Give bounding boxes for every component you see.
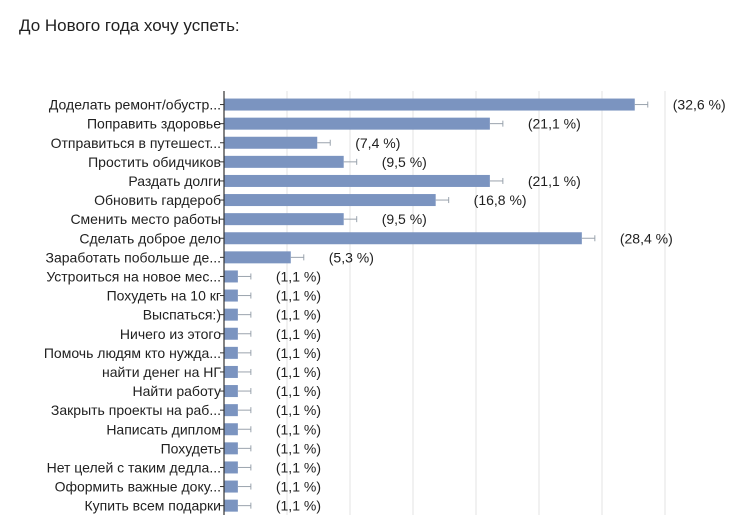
category-label: Отправиться в путешест... <box>51 135 221 151</box>
category-label: Доделать ремонт/обустр... <box>49 97 221 113</box>
category-label: Обновить гардероб <box>94 192 221 208</box>
value-label: (1,1 %) <box>276 402 321 418</box>
category-label: Оформить важные доку... <box>55 479 221 495</box>
bar <box>224 155 344 168</box>
value-label: (1,1 %) <box>276 421 321 437</box>
bar <box>224 308 238 321</box>
value-label: (1,1 %) <box>276 288 321 304</box>
chart-title: До Нового года хочу успеть: <box>19 16 240 35</box>
category-label: Раздать долги <box>128 173 221 189</box>
value-label: (28,4 %) <box>620 230 673 246</box>
value-label: (9,5 %) <box>382 154 427 170</box>
value-label: (1,1 %) <box>276 383 321 399</box>
bar <box>224 251 291 264</box>
category-label: Выспаться:) <box>143 307 221 323</box>
category-label: Нет целей с таким дедла... <box>47 459 221 475</box>
bar <box>224 270 238 283</box>
category-label: Написать диплом <box>106 421 221 437</box>
value-label: (1,1 %) <box>276 479 321 495</box>
bar <box>224 117 490 130</box>
value-label: (1,1 %) <box>276 440 321 456</box>
value-label: (1,1 %) <box>276 498 321 514</box>
category-label: Помочь людям кто нужда... <box>44 345 221 361</box>
value-label: (1,1 %) <box>276 364 321 380</box>
category-label: Похудеть на 10 кг <box>107 288 221 304</box>
bar <box>224 404 238 417</box>
bar <box>224 346 238 359</box>
category-label: Устроиться на новое мес... <box>46 268 221 284</box>
bar <box>224 136 318 149</box>
bar <box>224 385 238 398</box>
category-label: Закрыть проекты на раб... <box>51 402 221 418</box>
bar <box>224 174 490 187</box>
value-label: (1,1 %) <box>276 307 321 323</box>
category-label: Похудеть <box>161 440 221 456</box>
bar <box>224 461 238 474</box>
category-label: Сделать доброе дело <box>79 230 221 246</box>
category-label: Поправить здоровье <box>87 116 221 132</box>
category-label: найти денег на НГ <box>102 364 221 380</box>
bar <box>224 194 436 207</box>
value-label: (21,1 %) <box>528 173 581 189</box>
value-label: (16,8 %) <box>474 192 527 208</box>
value-label: (1,1 %) <box>276 326 321 342</box>
bar <box>224 442 238 455</box>
bar <box>224 289 238 302</box>
category-label: Найти работу <box>133 383 221 399</box>
bar <box>224 499 238 512</box>
category-label: Сменить место работы <box>70 211 221 227</box>
value-label: (32,6 %) <box>673 97 726 113</box>
value-label: (1,1 %) <box>276 345 321 361</box>
category-label: Купить всем подарки <box>85 498 221 514</box>
bar <box>224 232 582 245</box>
bar <box>224 365 238 378</box>
category-label: Ничего из этого <box>120 326 221 342</box>
value-label: (1,1 %) <box>276 459 321 475</box>
bar <box>224 213 344 226</box>
category-label: Простить обидчиков <box>88 154 221 170</box>
value-label: (21,1 %) <box>528 116 581 132</box>
bar <box>224 98 635 111</box>
value-label: (1,1 %) <box>276 268 321 284</box>
bar <box>224 480 238 493</box>
category-label: Заработать побольше де... <box>46 249 222 265</box>
value-label: (5,3 %) <box>329 249 374 265</box>
value-label: (9,5 %) <box>382 211 427 227</box>
value-label: (7,4 %) <box>355 135 400 151</box>
bar <box>224 327 238 340</box>
bar <box>224 423 238 436</box>
